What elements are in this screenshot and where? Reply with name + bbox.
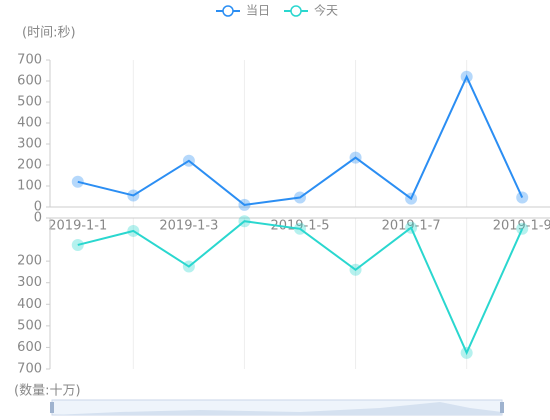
y-tick-label: 200 — [17, 254, 42, 269]
y-tick-label: 300 — [17, 137, 42, 152]
data-zoom-handle[interactable] — [500, 402, 504, 413]
line — [77, 220, 524, 356]
legend-label: 当日 — [246, 4, 270, 18]
point — [182, 260, 195, 273]
y-tick-label: 500 — [17, 318, 42, 333]
point — [127, 224, 140, 237]
point — [516, 222, 529, 235]
point — [294, 222, 306, 235]
y-tick-label: 500 — [17, 95, 42, 110]
point — [294, 191, 306, 204]
point — [127, 189, 140, 202]
x-tick-label: 2019-1-5 — [270, 219, 329, 234]
line — [77, 74, 524, 206]
y-tick-label: 0 — [34, 200, 42, 215]
legend-symbol — [290, 5, 302, 17]
y-tick-label: 100 — [17, 179, 42, 194]
y-tick-label: 200 — [17, 158, 42, 173]
x-tick-label: 2019-1-1 — [48, 219, 107, 234]
y-tick-label: 600 — [17, 74, 42, 89]
point — [71, 238, 84, 251]
legend-symbol — [222, 5, 234, 17]
point — [238, 198, 251, 211]
x-tick-label: 2019-1-9 — [493, 219, 550, 234]
data-zoom-handle[interactable] — [50, 402, 54, 413]
y-tick-label: 0 — [34, 211, 42, 226]
x-tick-label: 2019-1-3 — [159, 219, 218, 234]
point — [460, 346, 473, 359]
y-tick-label: 700 — [17, 362, 42, 377]
axis-label: (数量:十万) — [14, 384, 81, 399]
point — [182, 154, 195, 167]
legend-label: 今天 — [314, 3, 338, 18]
y-tick-label: 400 — [17, 297, 42, 312]
axis-label: (时间:秒) — [22, 26, 76, 41]
point — [405, 221, 418, 234]
point — [405, 192, 418, 205]
point — [460, 70, 473, 83]
point — [349, 151, 362, 164]
point — [238, 215, 251, 228]
y-tick-label: 300 — [17, 275, 42, 290]
data-zoom-preview — [52, 402, 502, 415]
y-tick-label: 600 — [17, 340, 42, 355]
x-tick-label: 2019-1-7 — [382, 219, 441, 234]
point — [349, 263, 362, 276]
point — [71, 175, 84, 188]
point — [516, 191, 529, 204]
y-tick-label: 400 — [17, 116, 42, 131]
y-tick-label: 700 — [17, 53, 42, 68]
